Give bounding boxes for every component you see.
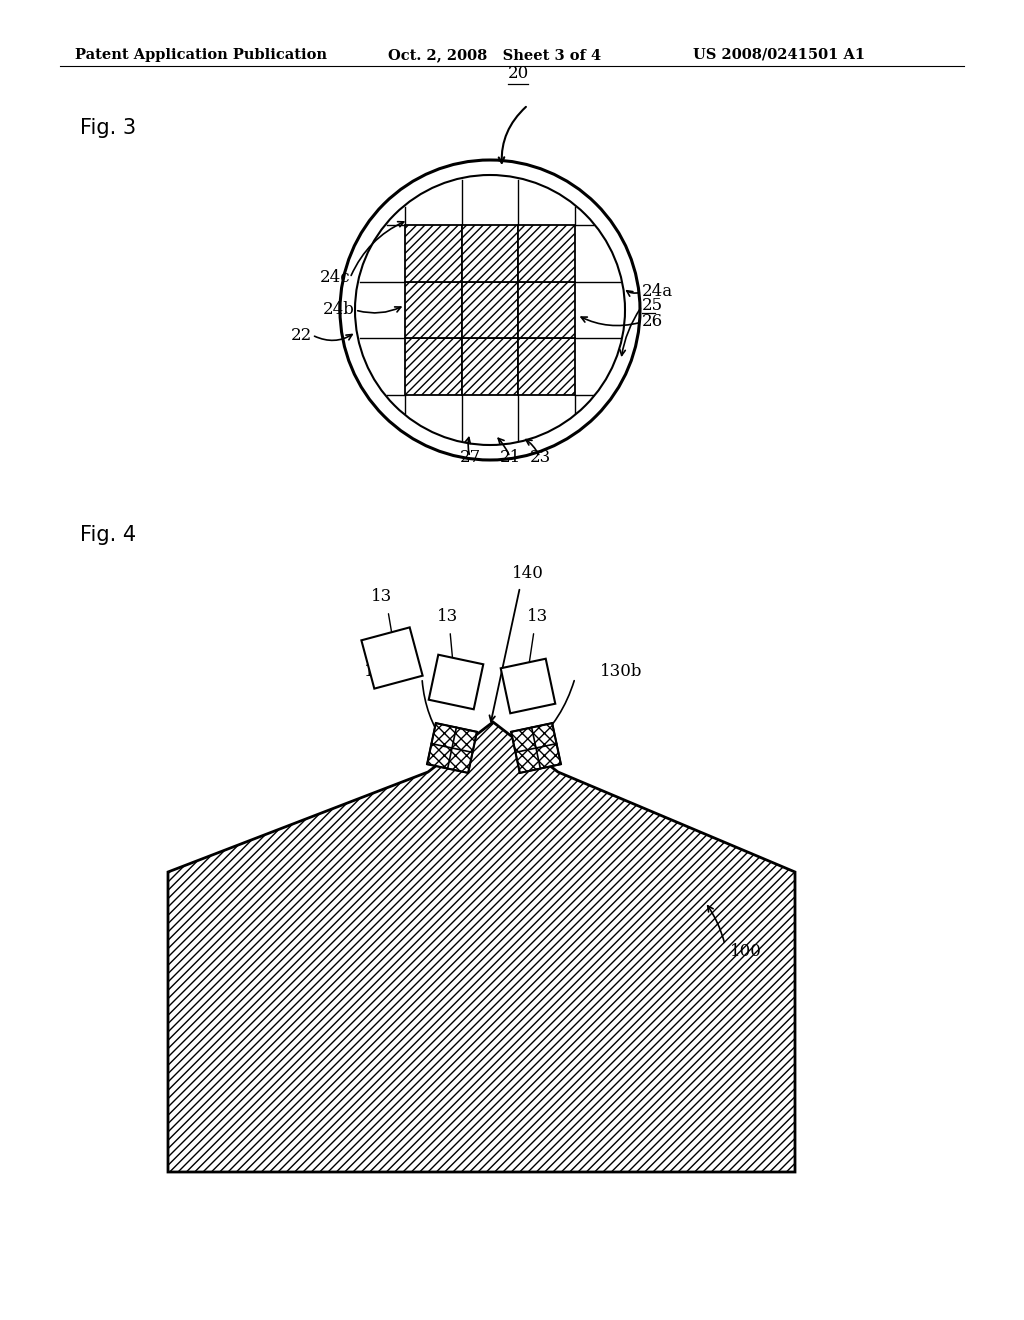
Text: 13: 13 <box>372 587 392 605</box>
Text: 24a: 24a <box>642 284 673 301</box>
Text: 26: 26 <box>642 314 664 330</box>
Text: 130b: 130b <box>600 664 642 681</box>
Bar <box>518 281 575 338</box>
Polygon shape <box>168 722 795 1172</box>
Polygon shape <box>501 659 555 713</box>
Text: 130a: 130a <box>365 664 406 681</box>
Polygon shape <box>429 655 483 709</box>
Bar <box>518 224 575 281</box>
Polygon shape <box>427 723 477 774</box>
Text: 20: 20 <box>507 65 528 82</box>
Text: 23: 23 <box>529 449 551 466</box>
Text: 27: 27 <box>460 449 480 466</box>
Text: US 2008/0241501 A1: US 2008/0241501 A1 <box>693 48 865 62</box>
Text: 21: 21 <box>500 449 520 466</box>
Polygon shape <box>361 627 423 689</box>
Text: 100: 100 <box>730 944 762 961</box>
Bar <box>406 338 462 395</box>
Bar <box>462 281 518 338</box>
Text: 13: 13 <box>527 609 549 624</box>
Bar <box>462 338 518 395</box>
Bar <box>462 224 518 281</box>
Bar <box>406 224 462 281</box>
Text: 13: 13 <box>437 609 459 624</box>
Text: 24c: 24c <box>319 269 350 286</box>
Text: Fig. 3: Fig. 3 <box>80 117 136 139</box>
Text: 140: 140 <box>512 565 544 582</box>
Bar <box>406 281 462 338</box>
Circle shape <box>340 160 640 459</box>
Text: 25: 25 <box>642 297 664 314</box>
Text: Oct. 2, 2008   Sheet 3 of 4: Oct. 2, 2008 Sheet 3 of 4 <box>388 48 601 62</box>
Text: 22: 22 <box>291 326 312 343</box>
Text: 24b: 24b <box>324 301 355 318</box>
Text: Fig. 4: Fig. 4 <box>80 525 136 545</box>
Text: Patent Application Publication: Patent Application Publication <box>75 48 327 62</box>
Polygon shape <box>511 723 561 774</box>
Circle shape <box>355 176 625 445</box>
Bar <box>518 338 575 395</box>
